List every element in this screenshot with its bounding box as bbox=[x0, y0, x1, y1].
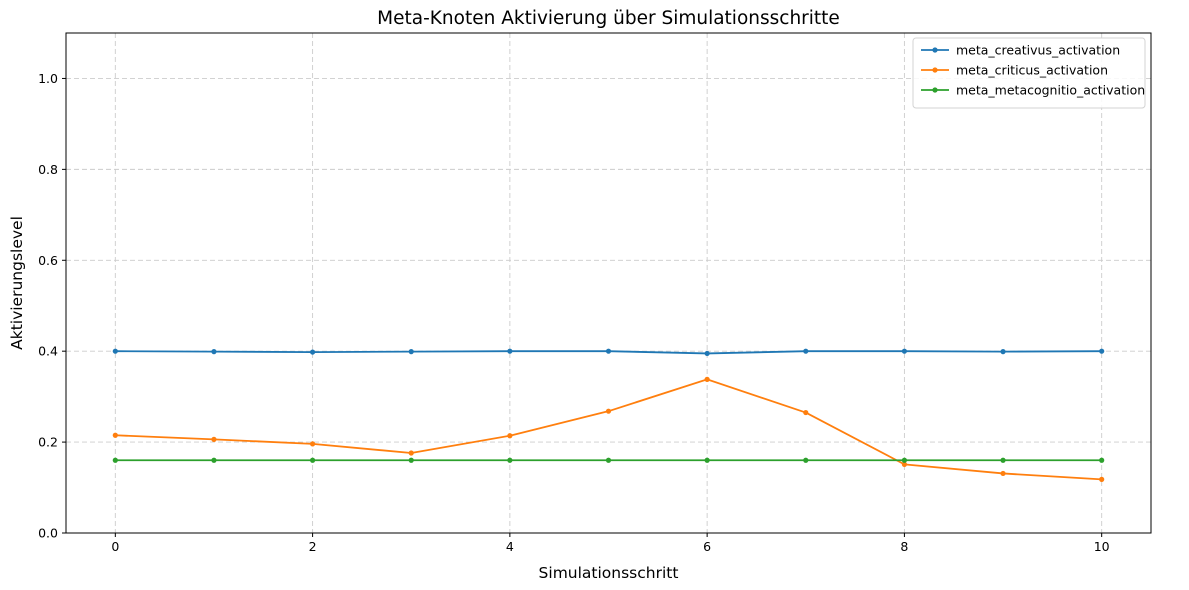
x-tick-label: 4 bbox=[506, 539, 514, 554]
data-point bbox=[507, 433, 513, 439]
y-tick-label: 0.6 bbox=[38, 253, 58, 268]
y-tick-label: 0.0 bbox=[38, 526, 58, 541]
y-axis-ticks: 0.0 0.2 0.4 0.6 0.8 1.0 bbox=[38, 71, 66, 541]
legend-box bbox=[912, 37, 1146, 109]
data-point bbox=[112, 348, 118, 354]
data-point bbox=[704, 350, 710, 357]
x-tick-label: 2 bbox=[309, 539, 317, 554]
x-tick-label: 6 bbox=[703, 539, 711, 554]
x-axis-ticks: 0 2 4 6 8 10 bbox=[111, 533, 1110, 554]
data-point bbox=[901, 461, 908, 467]
data-point bbox=[309, 457, 316, 463]
data-point bbox=[704, 457, 710, 463]
data-point bbox=[408, 349, 414, 355]
y-axis-title: Aktivierungslevel bbox=[8, 216, 26, 350]
data-point bbox=[408, 450, 414, 456]
legend-swatch-marker bbox=[932, 67, 938, 73]
data-point bbox=[803, 457, 809, 463]
x-tick-label: 10 bbox=[1094, 539, 1110, 554]
legend-swatch-marker bbox=[932, 47, 938, 53]
data-point bbox=[309, 349, 316, 355]
plot-area-frame bbox=[65, 32, 1152, 534]
data-point bbox=[1000, 457, 1006, 463]
data-point bbox=[211, 457, 217, 463]
data-point bbox=[112, 432, 118, 438]
data-point bbox=[704, 376, 710, 382]
series-line bbox=[114, 378, 1103, 481]
data-point bbox=[112, 457, 118, 463]
y-tick-label: 0.2 bbox=[38, 435, 58, 450]
data-point bbox=[507, 348, 513, 354]
data-point bbox=[803, 348, 809, 354]
data-point bbox=[605, 408, 612, 414]
y-tick-label: 1.0 bbox=[38, 71, 58, 86]
data-point bbox=[1099, 348, 1105, 354]
legend-swatch-marker bbox=[932, 87, 938, 93]
series-meta_criticus_activation bbox=[112, 376, 1105, 482]
data-point bbox=[901, 348, 908, 354]
data-point bbox=[408, 457, 414, 463]
legend-label: meta_metacognitio_activation bbox=[956, 83, 1145, 98]
legend-item: meta_creativus_activation bbox=[921, 43, 1120, 58]
data-point bbox=[605, 348, 612, 354]
data-point bbox=[507, 457, 513, 463]
x-tick-label: 8 bbox=[900, 539, 908, 554]
legend-label: meta_creativus_activation bbox=[956, 43, 1120, 58]
legend-item: meta_criticus_activation bbox=[921, 63, 1108, 78]
data-point bbox=[211, 436, 217, 442]
data-point bbox=[1000, 349, 1006, 355]
series-layer bbox=[112, 348, 1105, 482]
data-point bbox=[211, 349, 217, 355]
data-point bbox=[605, 457, 612, 463]
series-meta_metacognitio_activation bbox=[112, 457, 1105, 463]
y-tick-label: 0.8 bbox=[38, 162, 58, 177]
data-point bbox=[803, 409, 809, 416]
data-point bbox=[901, 457, 908, 463]
legend-label: meta_criticus_activation bbox=[956, 63, 1108, 78]
data-point bbox=[1000, 470, 1006, 477]
x-axis-title: Simulationsschritt bbox=[539, 564, 679, 582]
y-tick-label: 0.4 bbox=[38, 344, 58, 359]
x-tick-label: 0 bbox=[111, 539, 119, 554]
data-point bbox=[1099, 457, 1105, 463]
legend: meta_creativus_activation meta_criticus_a… bbox=[912, 37, 1146, 109]
data-point bbox=[309, 441, 316, 447]
series-meta_creativus_activation bbox=[112, 348, 1105, 357]
data-point bbox=[1099, 476, 1105, 482]
chart-title: Meta-Knoten Aktivierung über Simulations… bbox=[377, 8, 840, 29]
legend-item: meta_metacognitio_activation bbox=[921, 83, 1145, 98]
